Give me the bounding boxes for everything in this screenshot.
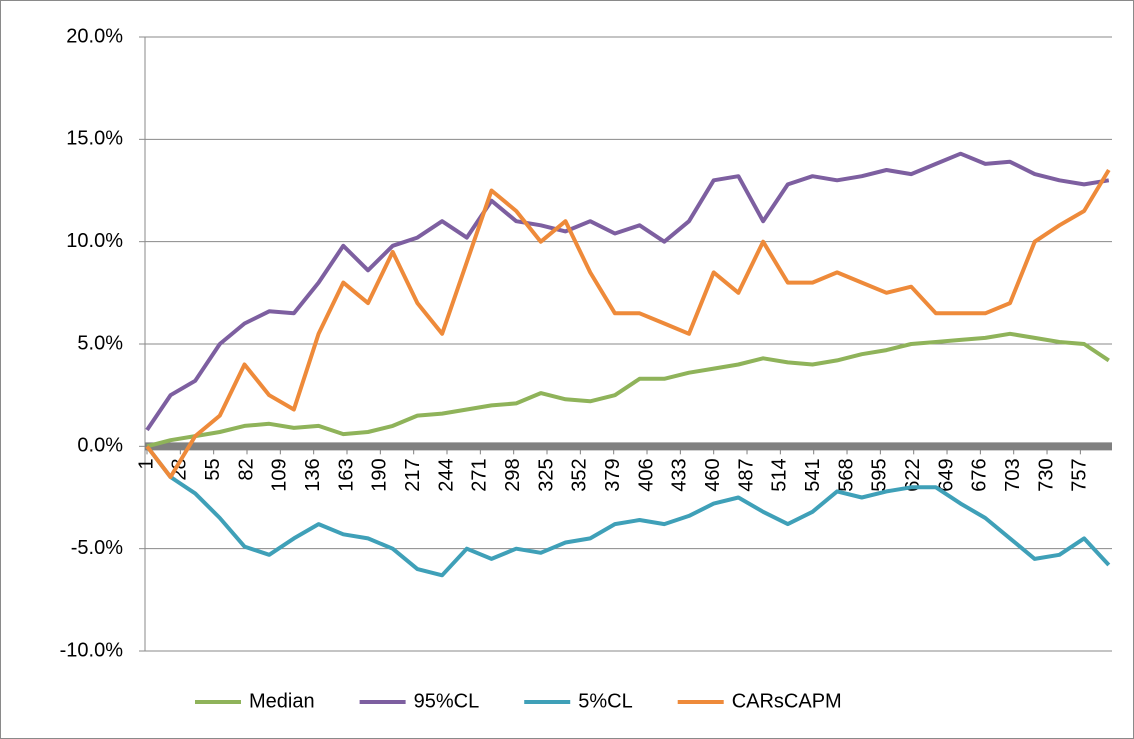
y-tick-label: 15.0% bbox=[66, 128, 123, 150]
x-tick-label: 190 bbox=[369, 458, 391, 491]
legend-label: Median bbox=[249, 690, 315, 712]
x-tick-label: 487 bbox=[735, 458, 757, 491]
x-tick-label: 703 bbox=[1002, 458, 1024, 491]
y-tick-label: 0.0% bbox=[77, 435, 123, 457]
series-line bbox=[145, 168, 1111, 479]
x-tick-label: 109 bbox=[269, 458, 291, 491]
x-tick-label: 325 bbox=[535, 458, 557, 491]
x-tick-label: 568 bbox=[835, 458, 857, 491]
x-tick-label: 352 bbox=[569, 458, 591, 491]
legend-label: CARsCAPM bbox=[732, 690, 842, 712]
legend-label: 95%CL bbox=[414, 690, 480, 712]
x-tick-label: 379 bbox=[602, 458, 624, 491]
x-tick-label: 1 bbox=[135, 458, 157, 469]
y-tick-label: -5.0% bbox=[71, 537, 123, 559]
x-tick-label: 136 bbox=[302, 458, 324, 491]
x-tick-label: 514 bbox=[769, 458, 791, 491]
x-tick-label: 406 bbox=[635, 458, 657, 491]
x-tick-label: 433 bbox=[669, 458, 691, 491]
x-tick-label: 82 bbox=[235, 458, 257, 480]
y-tick-label: 10.0% bbox=[66, 230, 123, 252]
x-tick-label: 217 bbox=[402, 458, 424, 491]
x-tick-label: 730 bbox=[1035, 458, 1057, 491]
x-tick-label: 757 bbox=[1069, 458, 1091, 491]
x-tick-label: 271 bbox=[469, 458, 491, 491]
x-tick-label: 622 bbox=[902, 458, 924, 491]
x-tick-label: 649 bbox=[935, 458, 957, 491]
x-tick-label: 460 bbox=[702, 458, 724, 491]
series-line bbox=[145, 151, 1110, 432]
x-tick-label: 244 bbox=[435, 458, 457, 491]
series-line bbox=[145, 445, 1111, 578]
x-tick-label: 55 bbox=[202, 458, 224, 480]
x-tick-label: 298 bbox=[502, 458, 524, 491]
y-tick-label: 5.0% bbox=[77, 332, 123, 354]
series-line bbox=[146, 331, 1110, 449]
x-tick-label: 163 bbox=[335, 458, 357, 491]
x-tick-label: 28 bbox=[169, 458, 191, 480]
y-tick-label: 20.0% bbox=[66, 25, 123, 47]
x-tick-label: 595 bbox=[869, 458, 891, 491]
x-tick-label: 541 bbox=[802, 458, 824, 491]
y-tick-label: -10.0% bbox=[60, 639, 124, 661]
legend-label: 5%CL bbox=[578, 690, 632, 712]
x-tick-label: 676 bbox=[969, 458, 991, 491]
